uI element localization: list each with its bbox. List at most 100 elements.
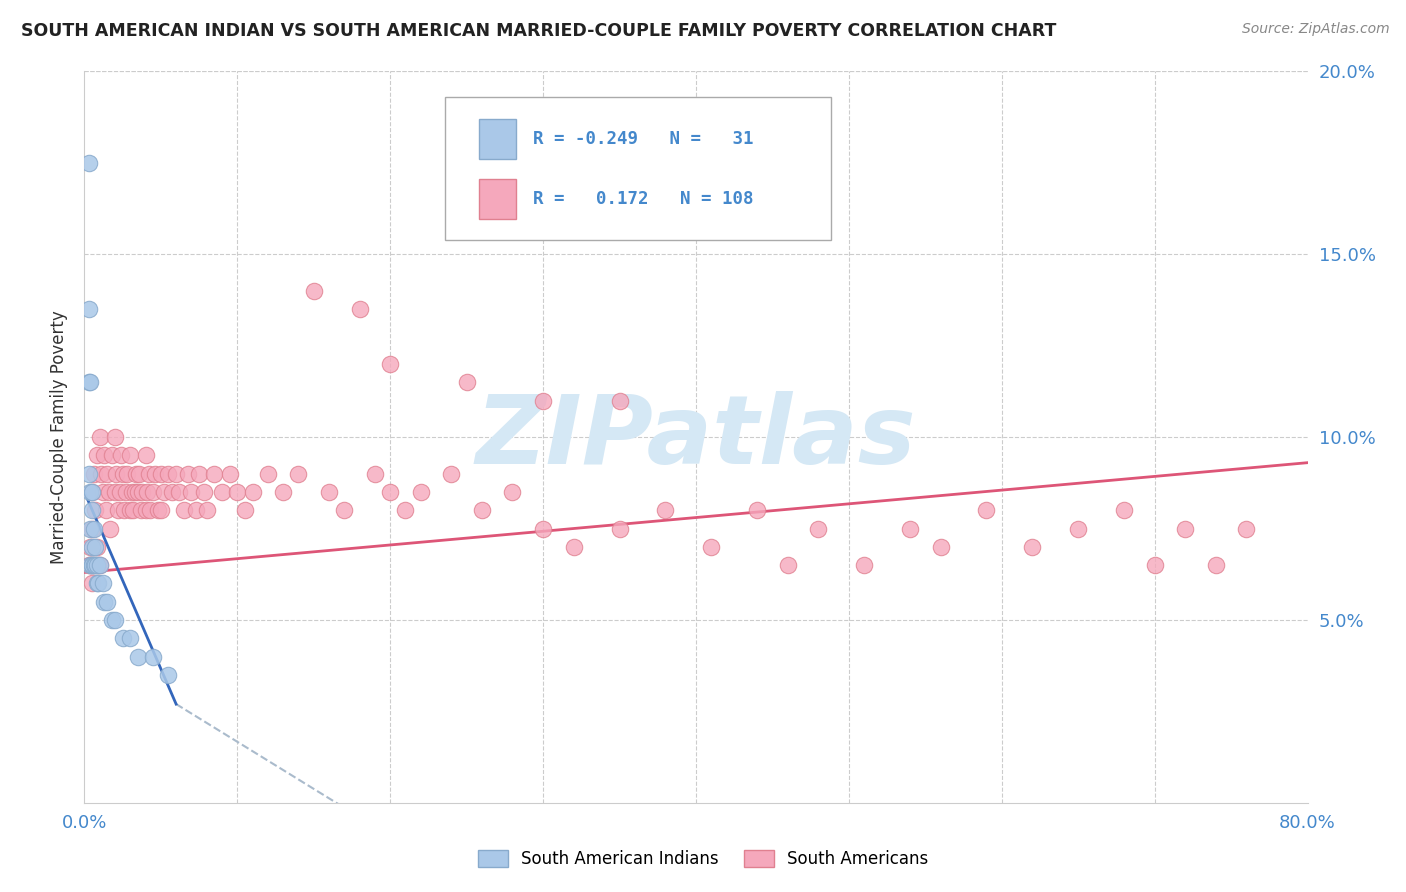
Point [83,521,105,535]
Point [135,503,157,517]
Point [1114,503,1136,517]
Point [125,467,148,481]
Point [380,357,402,371]
Text: SOUTH AMERICAN INDIAN VS SOUTH AMERICAN MARRIED-COUPLE FAMILY POVERTY CORRELATIO: SOUTH AMERICAN INDIAN VS SOUTH AMERICAN … [21,22,1056,40]
Point [90,467,112,481]
Point [80,576,103,591]
Point [84,503,107,517]
Point [93,594,115,608]
Point [188,467,211,481]
Point [104,430,127,444]
Point [128,467,150,481]
Point [807,521,830,535]
Point [153,485,176,500]
Point [167,485,190,500]
Point [1236,521,1258,535]
Point [114,485,136,500]
Point [80,540,103,554]
Point [79,558,101,573]
Point [143,467,166,481]
Point [105,467,128,481]
Point [257,467,280,481]
Point [1143,558,1166,573]
Point [202,467,225,481]
Point [86,448,108,462]
Point [120,632,142,646]
Point [93,448,115,462]
Point [94,503,117,517]
Point [87,558,110,573]
Point [110,448,132,462]
Bar [479,179,516,219]
Point [700,540,723,554]
Point [131,485,153,500]
Point [142,485,165,500]
Point [115,467,138,481]
Point [177,467,200,481]
Point [1174,521,1197,535]
Point [531,521,554,535]
Point [218,467,240,481]
Point [349,301,371,317]
Point [80,503,103,517]
Point [776,558,799,573]
Point [104,613,127,627]
Point [96,594,118,608]
Point [83,558,105,573]
Point [79,521,101,535]
Point [124,485,146,500]
Point [440,467,463,481]
Text: R =   0.172   N = 108: R = 0.172 N = 108 [533,190,754,209]
Point [149,467,172,481]
Point [394,503,416,517]
Point [149,503,172,517]
Point [271,485,294,500]
Point [89,430,111,444]
Point [195,503,218,517]
Point [79,558,101,573]
Point [108,485,131,500]
Point [226,485,249,500]
Point [121,485,143,500]
Point [471,503,494,517]
Point [120,448,142,462]
Point [86,558,108,573]
Text: R = -0.249   N =   31: R = -0.249 N = 31 [533,130,754,148]
Point [104,485,127,500]
Point [86,540,108,554]
Point [84,540,107,554]
Point [120,503,142,517]
Point [609,521,631,535]
Point [160,485,183,500]
Text: Source: ZipAtlas.com: Source: ZipAtlas.com [1241,22,1389,37]
Point [242,485,264,500]
Point [129,503,152,517]
Point [77,156,100,170]
Point [135,448,157,462]
Point [86,576,108,591]
Point [101,448,124,462]
Point [409,485,432,500]
Y-axis label: Married-Couple Family Poverty: Married-Couple Family Poverty [51,310,69,564]
Point [531,393,554,408]
Point [84,558,107,573]
Point [79,540,101,554]
Point [364,467,387,481]
Point [165,467,187,481]
FancyBboxPatch shape [446,97,831,240]
Point [80,558,103,573]
Point [211,485,233,500]
Point [101,613,124,627]
Point [77,301,100,317]
Point [193,485,215,500]
Point [184,503,207,517]
Point [83,467,105,481]
Point [107,503,129,517]
Point [456,375,478,389]
Point [1067,521,1090,535]
Point [747,503,769,517]
Point [122,503,145,517]
Point [98,521,121,535]
Point [89,558,111,573]
Point [138,467,160,481]
